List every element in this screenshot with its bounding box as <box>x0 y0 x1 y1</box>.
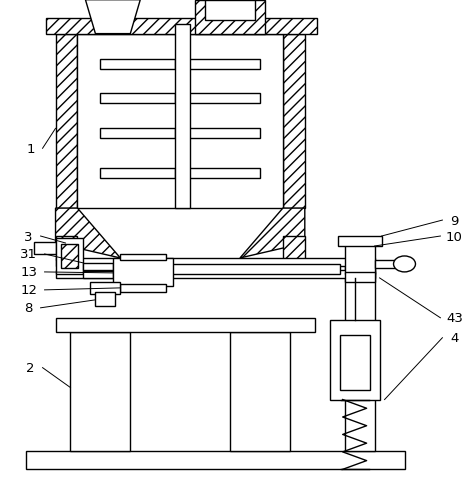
Bar <box>230 332 290 451</box>
Bar <box>100 60 175 69</box>
Bar <box>120 264 340 274</box>
Text: 31: 31 <box>20 248 37 261</box>
Text: 13: 13 <box>20 266 37 279</box>
Bar <box>100 129 175 139</box>
Text: 8: 8 <box>25 302 33 315</box>
Bar <box>330 320 380 400</box>
Text: 9: 9 <box>450 214 458 227</box>
Bar <box>71 332 130 451</box>
Bar <box>61 244 79 268</box>
Bar <box>337 237 382 246</box>
Bar <box>55 35 77 209</box>
Bar <box>175 24 190 209</box>
Bar <box>345 239 374 274</box>
Bar <box>185 169 260 179</box>
Polygon shape <box>283 237 305 261</box>
Bar <box>83 271 113 278</box>
Bar <box>195 0 265 35</box>
Text: 10: 10 <box>446 230 463 243</box>
Polygon shape <box>85 0 140 35</box>
Bar <box>100 169 175 179</box>
Text: 43: 43 <box>446 312 463 325</box>
Bar <box>120 285 166 292</box>
Bar <box>55 259 374 266</box>
Polygon shape <box>240 209 305 259</box>
Bar <box>374 261 394 268</box>
Text: 1: 1 <box>27 142 35 156</box>
Polygon shape <box>55 209 120 259</box>
Bar <box>340 335 370 390</box>
Bar <box>185 60 260 69</box>
Bar <box>345 272 374 283</box>
Bar <box>185 129 260 139</box>
Bar <box>120 254 166 261</box>
Bar <box>46 19 317 35</box>
Bar <box>205 0 255 20</box>
Bar <box>113 259 173 286</box>
Bar <box>55 270 374 278</box>
Bar <box>283 35 305 209</box>
Bar <box>55 239 83 274</box>
Bar <box>100 94 175 104</box>
Bar <box>345 263 374 451</box>
Bar <box>26 451 404 469</box>
Ellipse shape <box>393 256 416 272</box>
Bar <box>185 94 260 104</box>
Text: 12: 12 <box>20 284 37 297</box>
Text: 3: 3 <box>24 230 33 243</box>
Text: 2: 2 <box>27 362 35 374</box>
Bar <box>77 35 283 209</box>
Bar <box>55 237 77 261</box>
Bar <box>55 318 315 332</box>
Text: 4: 4 <box>450 331 458 345</box>
Bar <box>34 243 55 254</box>
Bar <box>83 264 113 270</box>
Bar <box>95 292 115 306</box>
Bar <box>91 283 120 294</box>
